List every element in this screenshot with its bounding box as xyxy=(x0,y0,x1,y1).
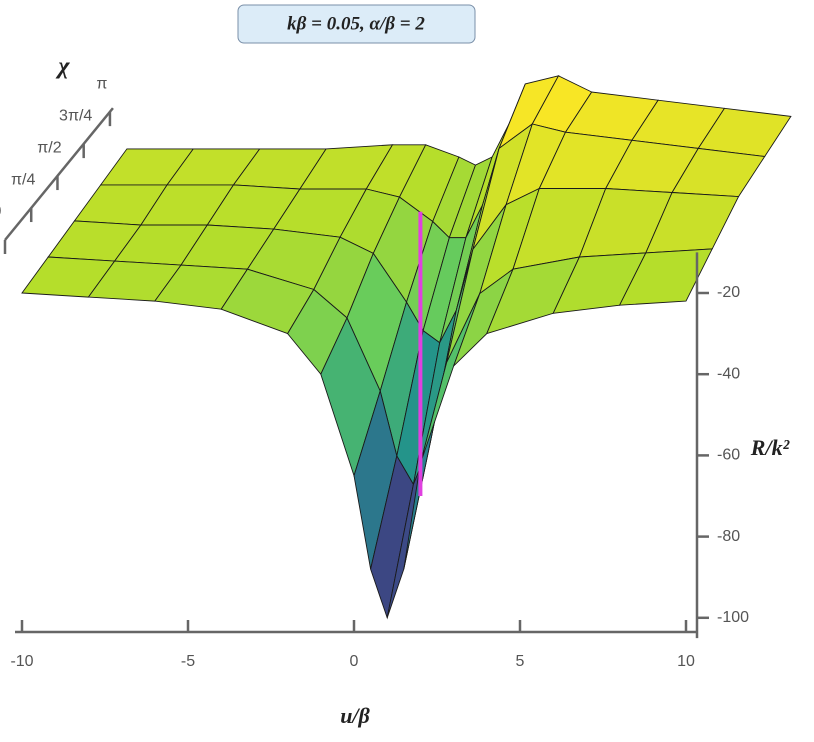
chi-tick-label: π xyxy=(96,75,107,92)
x-tick-label: 0 xyxy=(350,653,359,670)
chi-tick-label: π/2 xyxy=(37,139,61,156)
chart-title: kβ = 0.05, α/β = 2 xyxy=(287,13,425,34)
title-box xyxy=(237,4,476,44)
chi-tick-label: 3π/4 xyxy=(59,107,92,124)
surface-patch xyxy=(618,248,713,306)
x-axis-label: u/β xyxy=(340,703,370,728)
z-tick-label: -80 xyxy=(717,528,740,545)
chi-axis-label: χ xyxy=(55,54,70,80)
chi-tick-label: 0 xyxy=(0,203,2,220)
chi-axis xyxy=(4,107,114,241)
z-tick-label: -40 xyxy=(717,365,740,382)
z-tick-label: -20 xyxy=(717,284,740,301)
z-tick-label: -60 xyxy=(717,447,740,464)
chi-tick-label: π/4 xyxy=(11,171,35,188)
x-tick-label: 5 xyxy=(516,653,525,670)
x-tick-label: -10 xyxy=(10,653,33,670)
z-axis-label: R/k² xyxy=(750,435,790,460)
x-tick-label: 10 xyxy=(677,653,695,670)
x-tick-label: -5 xyxy=(181,653,195,670)
z-tick-label: -100 xyxy=(717,609,749,626)
